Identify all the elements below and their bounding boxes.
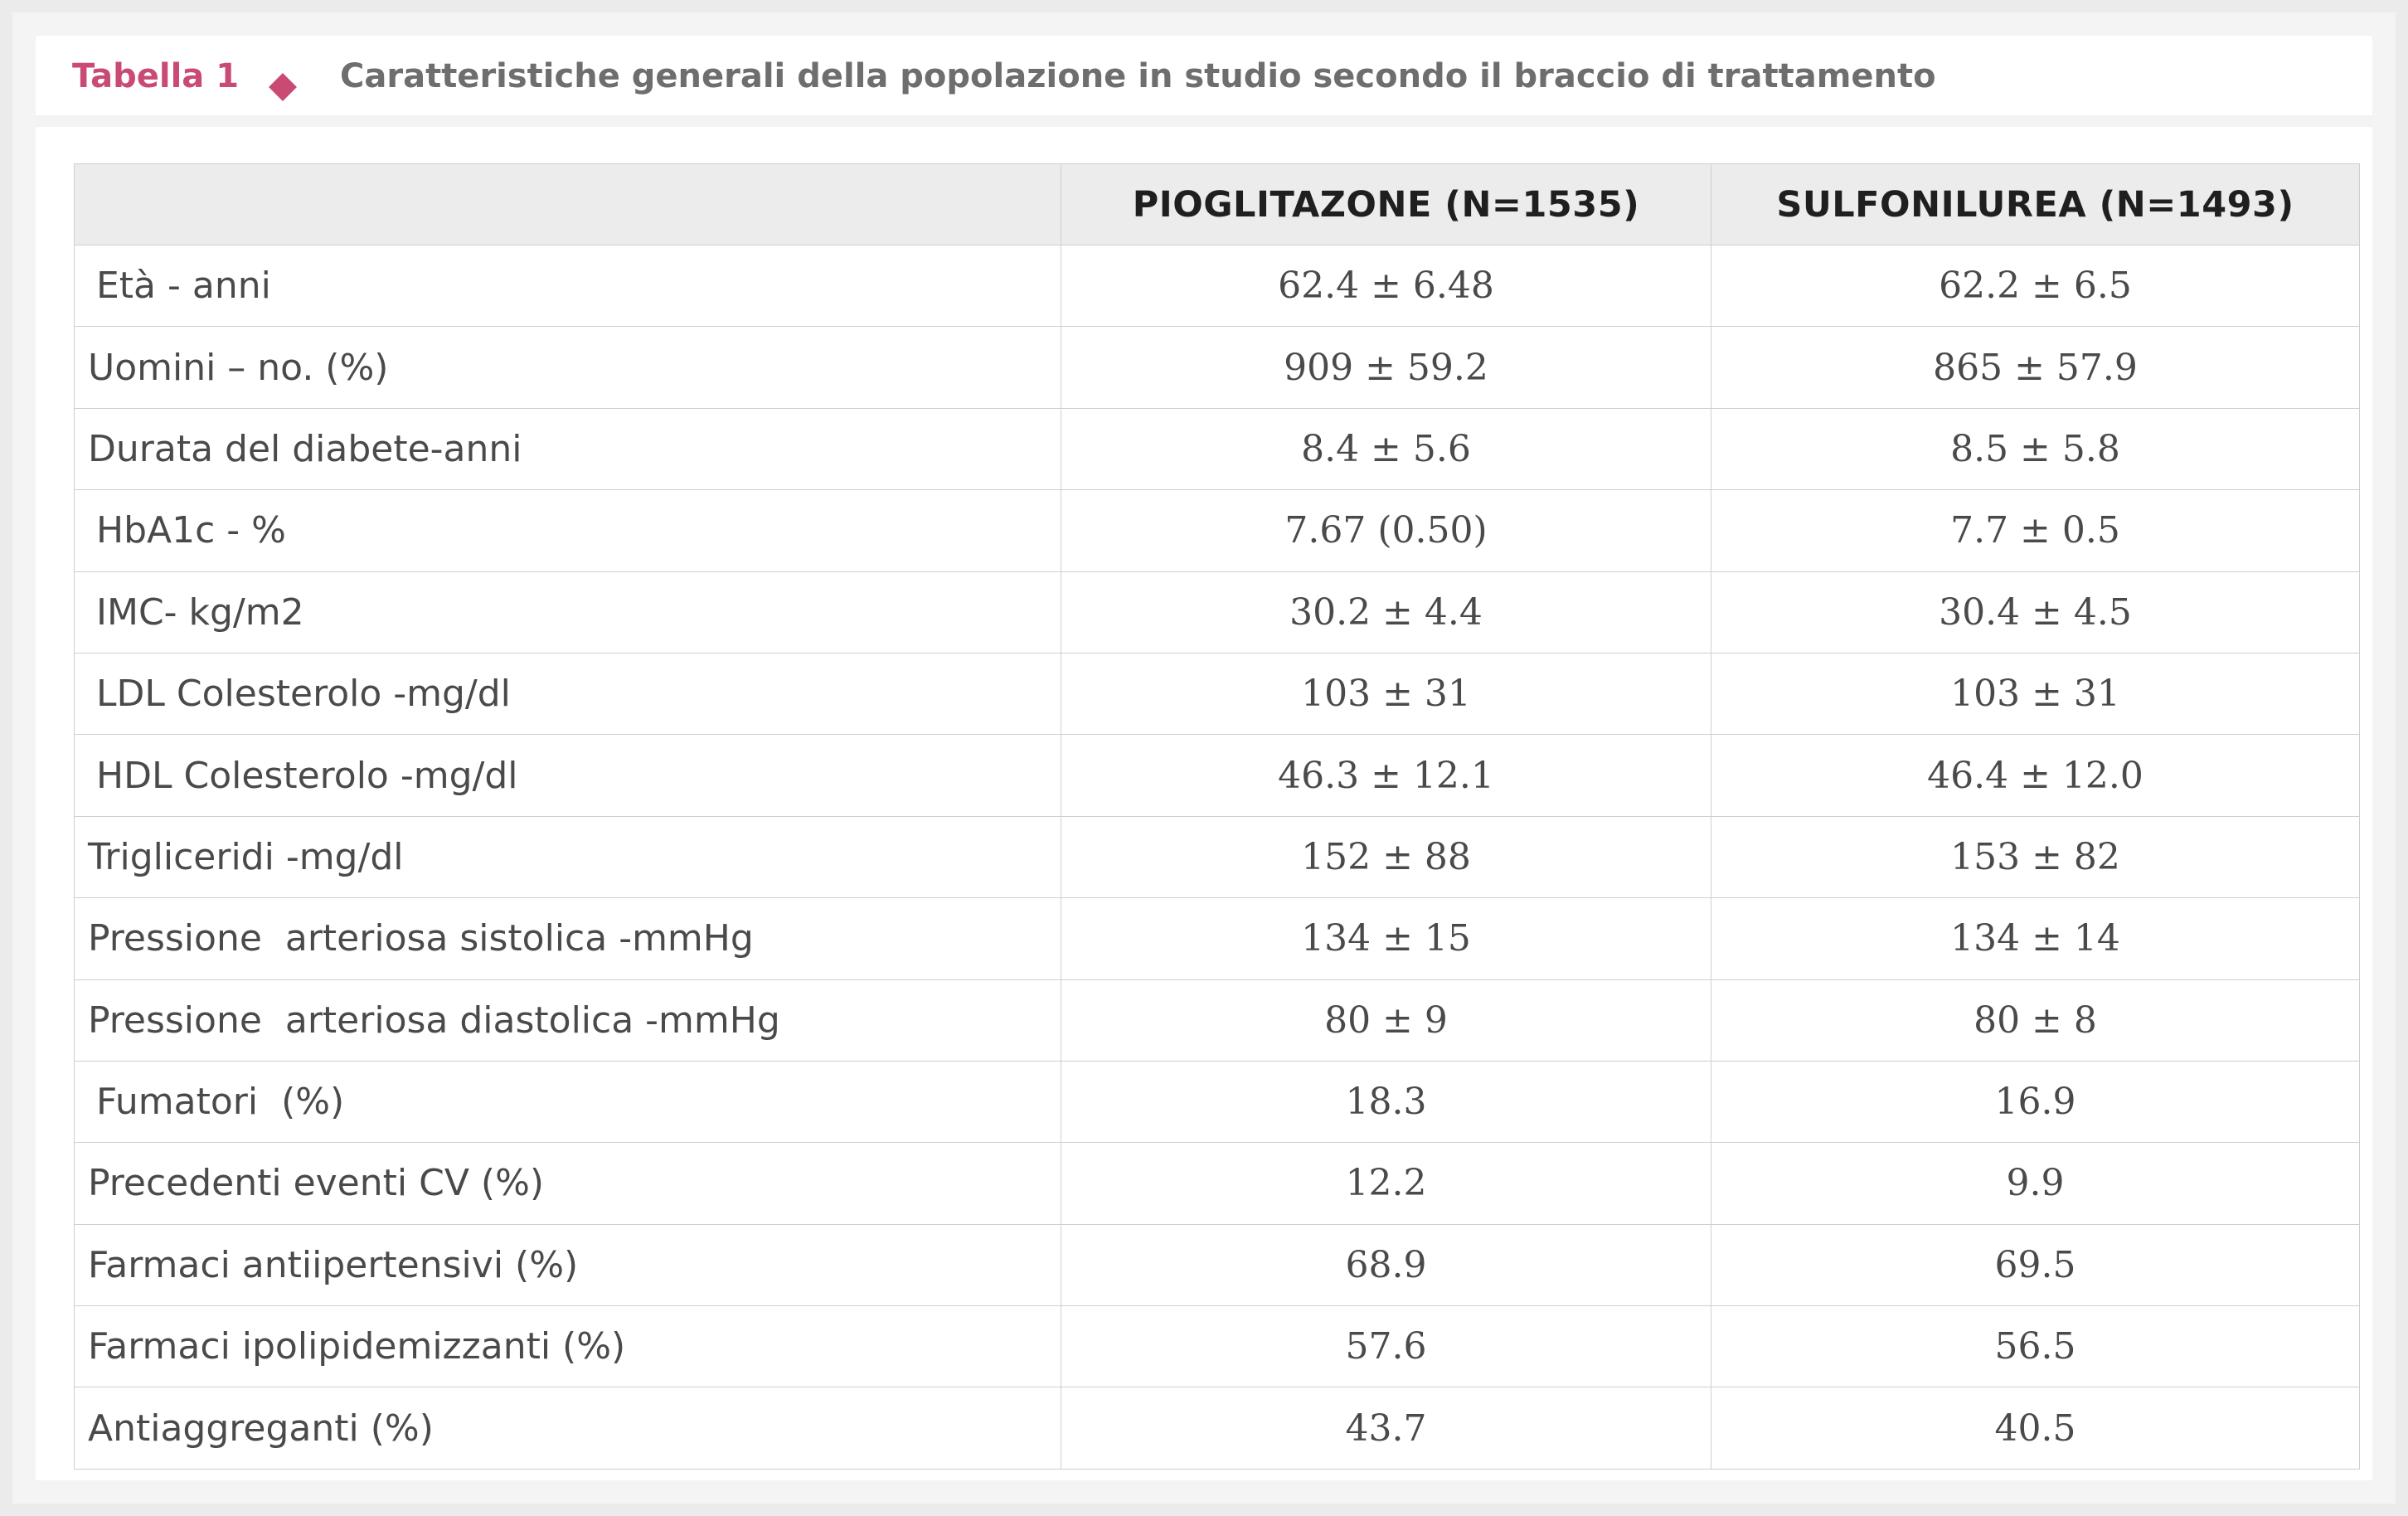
sulfonilurea-value: 8.5 ± 5.8: [1711, 407, 2360, 491]
table-row: Pressione arteriosa diastolica -mmHg 80 …: [74, 979, 2360, 1062]
sulfonilurea-value: 69.5: [1711, 1223, 2360, 1307]
row-label: HDL Colesterolo -mg/dl: [74, 734, 1061, 817]
row-label: Precedenti eventi CV (%): [74, 1142, 1061, 1225]
header-cell-label: [74, 163, 1061, 245]
row-label: Uomini – no. (%): [74, 326, 1061, 409]
sulfonilurea-value: 40.5: [1711, 1387, 2360, 1470]
table-row: IMC- kg/m2 30.2 ± 4.4 30.4 ± 4.5: [74, 571, 2360, 654]
pioglitazone-value: 57.6: [1061, 1305, 1711, 1388]
table-row: Pressione arteriosa sistolica -mmHg 134 …: [74, 897, 2360, 980]
table-row: Farmaci antiipertensivi (%) 68.9 69.5: [74, 1223, 2360, 1307]
pioglitazone-value: 30.2 ± 4.4: [1061, 571, 1711, 654]
row-label: HbA1c - %: [74, 489, 1061, 572]
row-label: Farmaci antiipertensivi (%): [74, 1223, 1061, 1307]
sulfonilurea-value: 56.5: [1711, 1305, 2360, 1388]
table-row: HbA1c - % 7.67 (0.50) 7.7 ± 0.5: [74, 489, 2360, 572]
pioglitazone-value: 103 ± 31: [1061, 652, 1711, 736]
sulfonilurea-value: 46.4 ± 12.0: [1711, 734, 2360, 817]
table-row: Antiaggreganti (%) 43.7 40.5: [74, 1387, 2360, 1470]
sulfonilurea-value: 30.4 ± 4.5: [1711, 571, 2360, 654]
table-card: Tabella 1 Caratteristiche generali della…: [36, 36, 2372, 1480]
table-row: Età - anni 62.4 ± 6.48 62.2 ± 6.5: [74, 244, 2360, 328]
sulfonilurea-value: 62.2 ± 6.5: [1711, 244, 2360, 328]
header-cell-sulfonilurea: SULFONILUREA (N=1493): [1711, 163, 2360, 245]
diamond-icon: [269, 73, 297, 101]
table-row: Farmaci ipolipidemizzanti (%) 57.6 56.5: [74, 1305, 2360, 1388]
pioglitazone-value: 46.3 ± 12.1: [1061, 734, 1711, 817]
pioglitazone-value: 8.4 ± 5.6: [1061, 407, 1711, 491]
pioglitazone-value: 18.3: [1061, 1060, 1711, 1144]
sulfonilurea-value: 153 ± 82: [1711, 815, 2360, 899]
pioglitazone-value: 152 ± 88: [1061, 815, 1711, 899]
table-row: Uomini – no. (%) 909 ± 59.2 865 ± 57.9: [74, 326, 2360, 409]
table-row: Trigliceridi -mg/dl 152 ± 88 153 ± 82: [74, 815, 2360, 899]
row-label: Farmaci ipolipidemizzanti (%): [74, 1305, 1061, 1388]
row-label: Antiaggreganti (%): [74, 1387, 1061, 1470]
row-label: Età - anni: [74, 244, 1061, 328]
header-row: PIOGLITAZONE (N=1535) SULFONILUREA (N=14…: [74, 163, 2360, 245]
header-cell-pioglitazone: PIOGLITAZONE (N=1535): [1061, 163, 1711, 245]
sulfonilurea-value: 134 ± 14: [1711, 897, 2360, 980]
data-table: PIOGLITAZONE (N=1535) SULFONILUREA (N=14…: [74, 163, 2360, 1470]
sulfonilurea-value: 9.9: [1711, 1142, 2360, 1225]
caption-bar: Tabella 1 Caratteristiche generali della…: [36, 36, 2372, 127]
sulfonilurea-value: 103 ± 31: [1711, 652, 2360, 736]
pioglitazone-value: 7.67 (0.50): [1061, 489, 1711, 572]
pioglitazone-value: 68.9: [1061, 1223, 1711, 1307]
table-row: LDL Colesterolo -mg/dl 103 ± 31 103 ± 31: [74, 652, 2360, 736]
table-row: HDL Colesterolo -mg/dl 46.3 ± 12.1 46.4 …: [74, 734, 2360, 817]
row-label: Trigliceridi -mg/dl: [74, 815, 1061, 899]
page-background: Tabella 1 Caratteristiche generali della…: [12, 12, 2396, 1504]
pioglitazone-value: 62.4 ± 6.48: [1061, 244, 1711, 328]
sulfonilurea-value: 7.7 ± 0.5: [1711, 489, 2360, 572]
row-label: IMC- kg/m2: [74, 571, 1061, 654]
pioglitazone-value: 134 ± 15: [1061, 897, 1711, 980]
row-label: Durata del diabete-anni: [74, 407, 1061, 491]
row-label: Pressione arteriosa sistolica -mmHg: [74, 897, 1061, 980]
table-label: Tabella 1: [72, 57, 240, 95]
pioglitazone-value: 909 ± 59.2: [1061, 326, 1711, 409]
row-label: Pressione arteriosa diastolica -mmHg: [74, 979, 1061, 1062]
row-label: Fumatori (%): [74, 1060, 1061, 1144]
pioglitazone-value: 43.7: [1061, 1387, 1711, 1470]
table-row: Fumatori (%) 18.3 16.9: [74, 1060, 2360, 1144]
table-row: Precedenti eventi CV (%) 12.2 9.9: [74, 1142, 2360, 1225]
row-label: LDL Colesterolo -mg/dl: [74, 652, 1061, 736]
table-row: Durata del diabete-anni 8.4 ± 5.6 8.5 ± …: [74, 407, 2360, 491]
sulfonilurea-value: 16.9: [1711, 1060, 2360, 1144]
pioglitazone-value: 12.2: [1061, 1142, 1711, 1225]
sulfonilurea-value: 865 ± 57.9: [1711, 326, 2360, 409]
sulfonilurea-value: 80 ± 8: [1711, 979, 2360, 1062]
table-title: Caratteristiche generali della popolazio…: [340, 57, 1936, 95]
pioglitazone-value: 80 ± 9: [1061, 979, 1711, 1062]
